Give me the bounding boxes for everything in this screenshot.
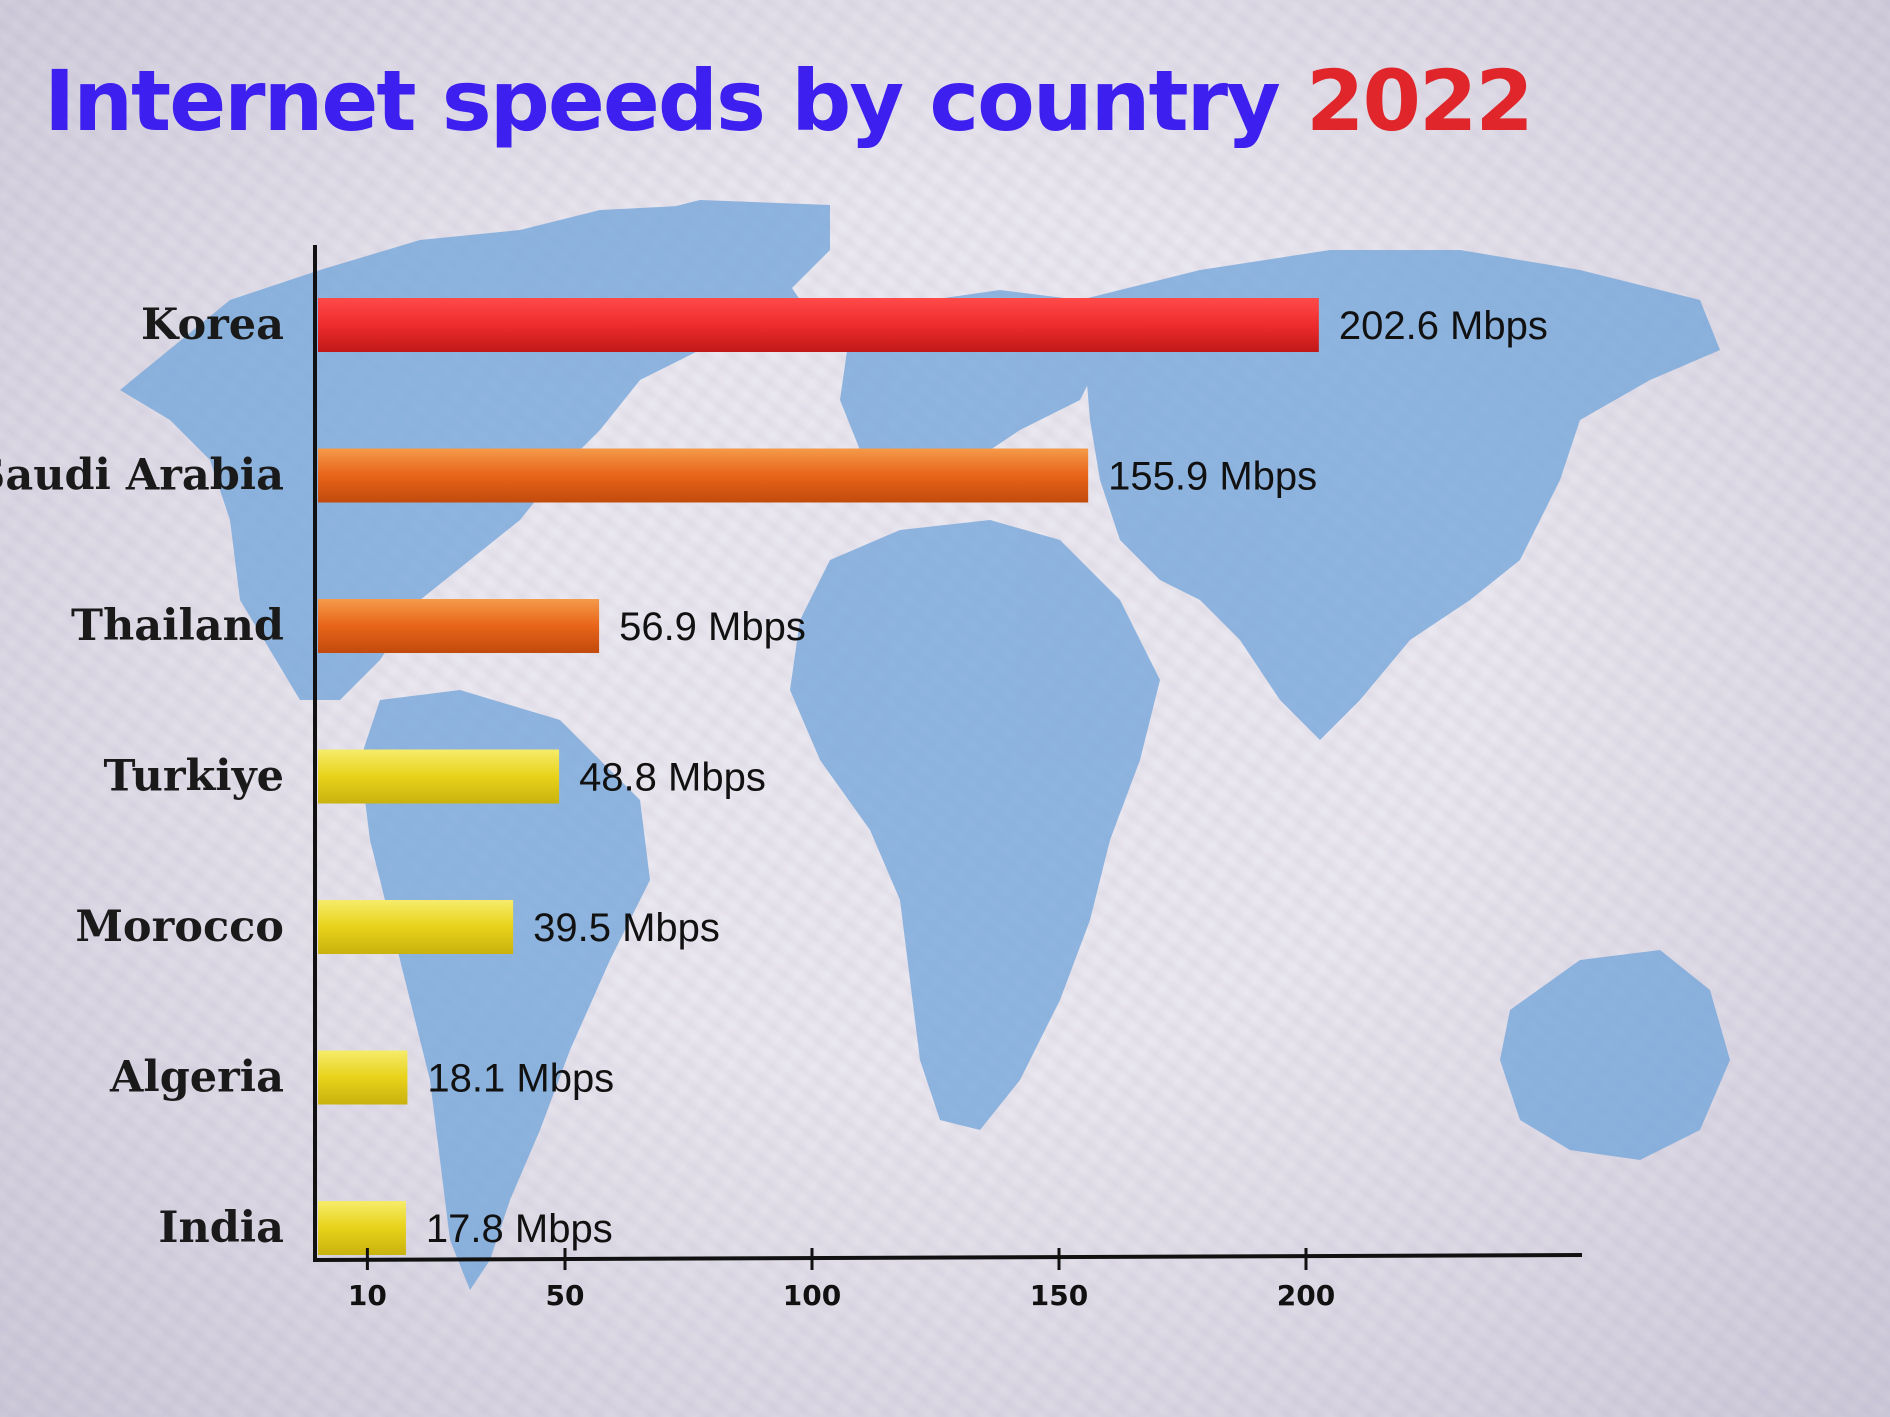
x-tick-label: 10 — [348, 1279, 387, 1312]
asia-shape — [1080, 250, 1720, 740]
chart-title: Internet speeds by country 2022 — [44, 52, 1534, 150]
category-label: Morocco — [75, 902, 284, 952]
bar-algeria — [318, 1050, 408, 1105]
africa-shape — [790, 520, 1160, 1130]
chart-title-main: Internet speeds by country — [44, 52, 1281, 150]
bar-saudi-arabia — [318, 448, 1089, 503]
value-label: 56.9 Mbps — [619, 605, 806, 649]
bar-india — [318, 1201, 406, 1255]
category-label: India — [158, 1203, 284, 1253]
category-label: Thailand — [71, 601, 284, 651]
value-label: 202.6 Mbps — [1339, 304, 1548, 348]
australia-shape — [1500, 950, 1730, 1160]
x-tick-label: 50 — [546, 1279, 585, 1312]
category-label: Korea — [141, 300, 284, 350]
value-label: 17.8 Mbps — [426, 1207, 613, 1251]
value-label: 155.9 Mbps — [1108, 455, 1317, 499]
x-axis-line — [312, 1253, 1583, 1262]
chart-title-year: 2022 — [1306, 52, 1534, 150]
bar-morocco — [318, 900, 514, 954]
category-label: Saudi Arabia — [0, 451, 284, 501]
value-label: 18.1 Mbps — [427, 1057, 614, 1101]
x-tick-label: 150 — [1030, 1279, 1088, 1312]
category-label: Turkiye — [104, 752, 284, 802]
bar-turkiye — [318, 749, 560, 804]
category-label: Algeria — [109, 1053, 284, 1103]
south-america-shape — [360, 690, 650, 1290]
bar-thailand — [318, 599, 600, 653]
x-tick-label: 200 — [1277, 1279, 1335, 1312]
value-label: 48.8 Mbps — [579, 756, 766, 800]
greenland-shape — [620, 200, 830, 310]
x-tick-label: 100 — [783, 1279, 841, 1312]
value-label: 39.5 Mbps — [533, 906, 720, 950]
bar-korea — [318, 298, 1319, 352]
